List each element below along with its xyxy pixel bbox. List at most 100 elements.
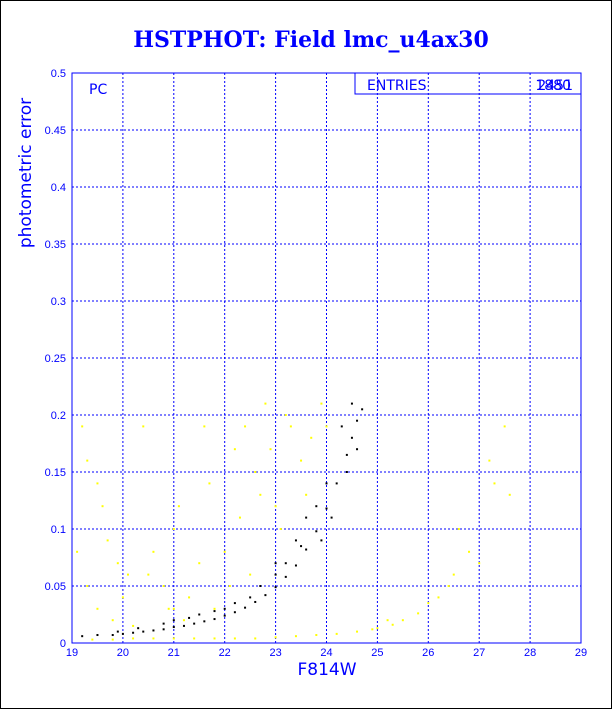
data-point [96, 634, 99, 637]
x-tick-label: 25 [371, 647, 383, 659]
data-point [198, 562, 201, 565]
data-point [132, 624, 135, 627]
data-point [417, 612, 420, 615]
data-point [284, 562, 287, 565]
y-tick-label: 0.5 [51, 68, 66, 80]
data-point [452, 573, 455, 576]
data-point [116, 562, 119, 565]
data-point [203, 425, 206, 428]
data-point [468, 550, 471, 553]
data-point [457, 528, 460, 530]
x-tick-label: 26 [422, 647, 434, 659]
data-point [320, 539, 323, 542]
data-point [193, 637, 196, 640]
data-point [106, 539, 109, 542]
data-point [223, 614, 226, 617]
x-tick-label: 22 [219, 647, 231, 659]
data-point [213, 607, 216, 610]
data-point [305, 516, 308, 519]
data-point [172, 637, 175, 640]
data-point [81, 425, 84, 428]
data-point [238, 516, 241, 519]
data-point [96, 482, 99, 485]
data-point [152, 637, 155, 640]
data-point [274, 573, 277, 576]
x-tick-label: 19 [66, 647, 78, 659]
data-point [172, 626, 175, 629]
data-point [249, 596, 252, 599]
data-point [86, 459, 89, 462]
data-point [315, 530, 318, 533]
data-point [91, 638, 94, 641]
data-point [371, 628, 374, 631]
data-point [213, 610, 216, 613]
x-tick-label: 24 [320, 647, 332, 659]
data-point [162, 628, 165, 631]
data-point [152, 629, 155, 632]
data-point [76, 550, 79, 553]
data-point [294, 635, 297, 638]
data-point [249, 573, 252, 576]
data-point [325, 507, 328, 510]
data-point [310, 436, 313, 439]
y-tick-label: 0.25 [45, 353, 66, 365]
stats-entries-value-b: 1880 [535, 78, 571, 94]
data-point [132, 637, 135, 640]
y-tick-label: 0.35 [45, 239, 66, 251]
x-tick-label: 27 [473, 647, 485, 659]
data-point [335, 482, 338, 485]
y-tick-label: 0.2 [51, 410, 66, 422]
data-point [188, 616, 191, 619]
data-point [289, 425, 292, 428]
y-tick-label: 0.1 [51, 524, 66, 536]
data-point [259, 585, 262, 587]
y-axis-title: photometric error [16, 98, 36, 248]
data-point [223, 607, 226, 610]
data-point [264, 594, 267, 597]
y-tick-label: 0.4 [51, 182, 66, 194]
data-point [86, 585, 89, 587]
data-point [325, 425, 328, 428]
data-point [345, 453, 348, 456]
data-point [264, 402, 267, 405]
data-point [356, 448, 359, 451]
x-axis-title: F814W [297, 660, 356, 680]
data-point [294, 539, 297, 542]
data-point [315, 634, 318, 637]
panel-label: PC [89, 82, 107, 98]
y-tick-label: 0.45 [45, 125, 66, 137]
data-point [279, 528, 282, 530]
data-point [254, 600, 257, 603]
data-point [152, 550, 155, 553]
data-point [330, 516, 333, 519]
data-point [126, 573, 129, 576]
data-point [305, 493, 308, 496]
data-point [274, 562, 277, 565]
data-point [121, 632, 124, 635]
data-point [386, 619, 389, 622]
data-point [198, 613, 201, 616]
data-point [259, 493, 262, 496]
data-point [315, 505, 318, 508]
data-point [340, 425, 343, 428]
data-point [254, 471, 257, 473]
data-point [142, 630, 145, 633]
grid [71, 72, 582, 644]
data-point [284, 414, 287, 416]
data-point [437, 596, 440, 599]
scatter-points [76, 402, 511, 641]
data-point [493, 482, 496, 485]
data-point [182, 619, 185, 622]
stats-box [354, 72, 582, 95]
data-point [294, 564, 297, 567]
data-point [508, 493, 511, 496]
data-point [223, 550, 226, 553]
data-point [350, 436, 353, 439]
data-point [305, 548, 308, 551]
x-tick-label: 29 [575, 647, 587, 659]
y-tick-label: 0.15 [45, 467, 66, 479]
data-point [137, 627, 140, 630]
x-tick-label: 21 [168, 647, 180, 659]
data-point [391, 623, 394, 626]
